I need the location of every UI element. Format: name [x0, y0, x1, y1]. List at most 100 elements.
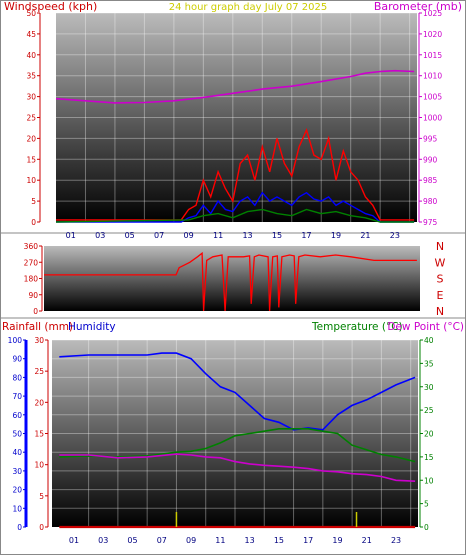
temperature-axis-tick-label: 40	[424, 336, 434, 345]
temperature-axis-tick-label: 10	[424, 476, 434, 485]
x-tick-label: 05	[125, 231, 135, 240]
x-tick-label: 09	[184, 231, 194, 240]
windspeed-line	[56, 127, 415, 221]
humidity-axis-tick-label: 60	[12, 411, 22, 420]
direction-line	[44, 251, 417, 312]
dewpoint-legend-label: Dew Point (°C)	[387, 321, 464, 333]
wind-barometer-chart: 0510152025303540455097598098599099510001…	[26, 9, 442, 240]
humidity-axis-tick-label: 30	[12, 467, 22, 476]
direction-axis-tick-label: 0	[33, 307, 38, 316]
x-tick-label: 19	[332, 536, 342, 545]
direction-axis-tick-label: 270	[24, 258, 39, 267]
barometer-axis-tick-label: 1005	[423, 93, 442, 102]
gust-line	[56, 191, 415, 223]
windspeed-axis-tick-label: 20	[26, 134, 36, 143]
windspeed-axis-title: Windspeed (kph)	[4, 0, 97, 13]
x-tick-label: 17	[301, 231, 311, 240]
windspeed-axis-tick-label: 45	[26, 30, 36, 39]
temperature-legend-label: Temperature (°C)	[311, 321, 403, 333]
barometer-axis-tick-label: 990	[423, 155, 438, 164]
x-tick-label: 15	[274, 536, 284, 545]
x-tick-label: 21	[360, 231, 370, 240]
plot-area	[56, 13, 417, 222]
windspeed-axis-tick-label: 15	[26, 155, 36, 164]
windspeed-axis-tick-label: 5	[31, 197, 36, 206]
x-tick-label: 03	[95, 231, 105, 240]
temperature-axis-tick-label: 15	[424, 453, 434, 462]
rainfall-legend-label: Rainfall (mm)	[2, 321, 73, 333]
compass-label: S	[437, 273, 444, 286]
humidity-axis-tick-label: 70	[12, 392, 22, 401]
x-tick-label: 01	[69, 536, 79, 545]
humidity-legend-label: Humidity	[68, 321, 116, 333]
humidity-axis-tick-label: 40	[12, 448, 22, 457]
temperature-axis-tick-label: 35	[424, 359, 434, 368]
direction-axis-tick-label: 360	[24, 242, 39, 251]
rain-humidity-temp-chart: 0102030405060708090100051015202530051015…	[8, 336, 434, 545]
rainfall-axis-tick-label: 5	[39, 492, 44, 501]
dewpoint-line	[59, 453, 416, 482]
plot-area	[52, 340, 418, 527]
plot-area	[44, 246, 420, 311]
temperature-line	[59, 428, 416, 463]
windspeed-axis-tick-label: 35	[26, 72, 36, 81]
barometer-axis-title: Barometer (mb)	[374, 0, 462, 13]
temperature-axis-tick-label: 30	[424, 383, 434, 392]
windspeed-axis-tick-label: 25	[26, 114, 36, 123]
x-tick-label: 07	[154, 231, 164, 240]
compass-label: N	[436, 305, 444, 318]
windspeed-axis-tick-label: 30	[26, 93, 36, 102]
temperature-axis-tick-label: 25	[424, 406, 434, 415]
rainfall-axis-tick-label: 10	[34, 461, 44, 470]
windspeed-axis-tick-label: 50	[26, 9, 36, 18]
compass-label: W	[435, 256, 446, 269]
x-tick-label: 17	[303, 536, 313, 545]
humidity-axis-tick-label: 100	[8, 336, 23, 345]
humidity-axis-tick-label: 20	[12, 486, 22, 495]
barometer-axis-tick-label: 980	[423, 197, 438, 206]
humidity-axis-tick-label: 80	[12, 373, 22, 382]
x-tick-label: 19	[331, 231, 341, 240]
x-tick-label: 05	[127, 536, 137, 545]
x-tick-label: 13	[245, 536, 255, 545]
rainfall-axis-tick-label: 15	[34, 430, 44, 439]
x-tick-label: 11	[213, 231, 223, 240]
barometer-axis-tick-label: 1015	[423, 51, 442, 60]
x-tick-label: 11	[215, 536, 225, 545]
x-tick-label: 01	[66, 231, 76, 240]
x-tick-label: 15	[272, 231, 282, 240]
barometer-axis-tick-label: 1000	[423, 114, 442, 123]
rainfall-axis-tick-label: 20	[34, 398, 44, 407]
windspeed-axis-tick-label: 40	[26, 51, 36, 60]
barometer-axis-tick-label: 985	[423, 176, 438, 185]
humidity-axis-tick-label: 50	[12, 430, 22, 439]
rainfall-axis-tick-label: 0	[39, 523, 44, 532]
humidity-axis-tick-label: 0	[17, 523, 22, 532]
wind-low-line	[55, 208, 415, 223]
barometer-axis-tick-label: 1025	[423, 9, 442, 18]
x-tick-label: 23	[391, 536, 401, 545]
rainfall-axis-tick-label: 30	[34, 336, 44, 345]
humidity-axis-tick-label: 10	[12, 504, 22, 513]
windspeed-axis-tick-label: 10	[26, 176, 36, 185]
x-tick-label: 03	[98, 536, 108, 545]
barometer-axis-tick-label: 975	[423, 218, 438, 227]
barometer-axis-tick-label: 995	[423, 134, 438, 143]
humidity-line	[59, 352, 416, 431]
barometer-axis-tick-label: 1010	[423, 72, 442, 81]
barometer-axis-tick-label: 1020	[423, 30, 442, 39]
direction-axis-tick-label: 90	[28, 291, 38, 300]
temperature-axis-tick-label: 0	[424, 523, 429, 532]
rainfall-axis-tick-label: 25	[34, 367, 44, 376]
x-tick-label: 09	[186, 536, 196, 545]
compass-label: N	[436, 240, 444, 253]
x-tick-label: 07	[157, 536, 167, 545]
compass-label: E	[437, 289, 444, 302]
graph-title: 24 hour graph day July 07 2025	[169, 2, 328, 13]
direction-axis-tick-label: 180	[24, 275, 39, 284]
x-tick-label: 21	[362, 536, 372, 545]
barometer-line	[55, 69, 415, 104]
